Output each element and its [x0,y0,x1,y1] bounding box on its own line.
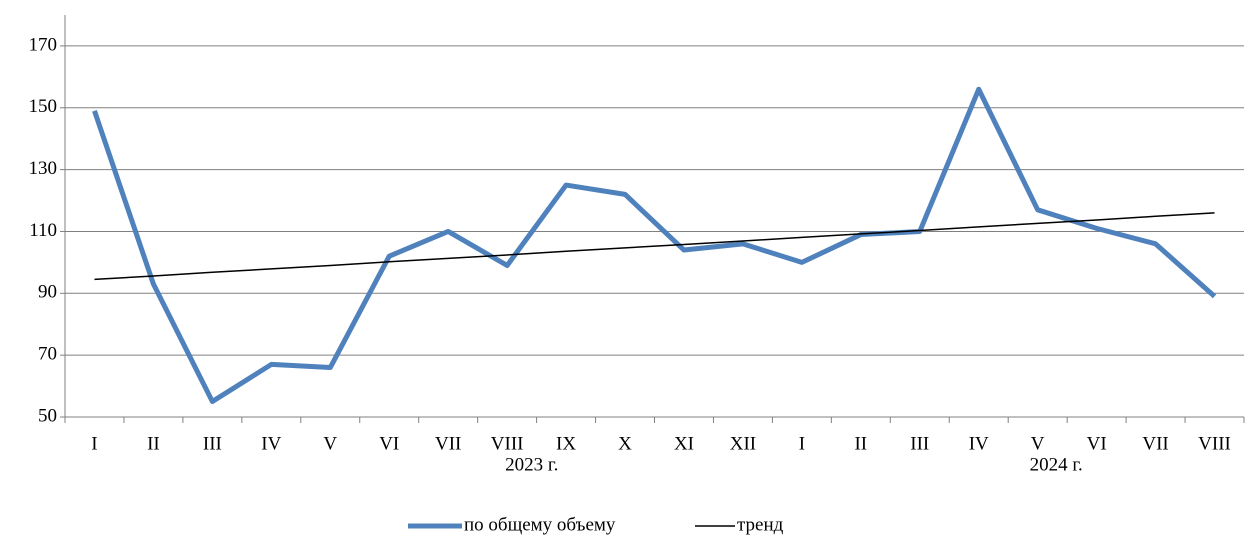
x-tick-label: V [323,433,337,454]
x-tick-label: X [618,433,632,454]
x-tick-label: IV [969,433,989,454]
x-tick-label: VIII [1198,433,1231,454]
y-tick-label: 170 [29,34,58,55]
x-tick-label: III [203,433,222,454]
x-tick-label: VI [1087,433,1107,454]
x-tick-label: IV [261,433,281,454]
x-tick-label: IX [556,433,576,454]
x-tick-label: VI [379,433,399,454]
x-tick-label: XII [730,433,756,454]
x-tick-label: V [1031,433,1045,454]
x-tick-label: VII [1142,433,1168,454]
x-tick-label: I [91,433,97,454]
y-tick-label: 50 [38,405,57,426]
x-tick-label: VII [435,433,461,454]
series-line [92,86,1217,405]
x-tick-label: XI [674,433,694,454]
x-tick-label: I [799,433,805,454]
group-label: 2024 г. [1030,454,1083,475]
y-tick-label: 150 [29,96,58,117]
legend-label: тренд [737,514,784,535]
y-tick-label: 110 [29,220,57,241]
x-tick-label: II [147,433,160,454]
y-tick-label: 130 [29,158,58,179]
legend-label: по общему объему [464,514,616,535]
group-label: 2023 г. [505,454,558,475]
series-line [94,212,1215,281]
x-tick-label: II [854,433,867,454]
y-tick-label: 70 [38,344,57,365]
x-tick-label: VIII [491,433,524,454]
y-tick-label: 90 [38,282,57,303]
x-tick-label: III [910,433,929,454]
